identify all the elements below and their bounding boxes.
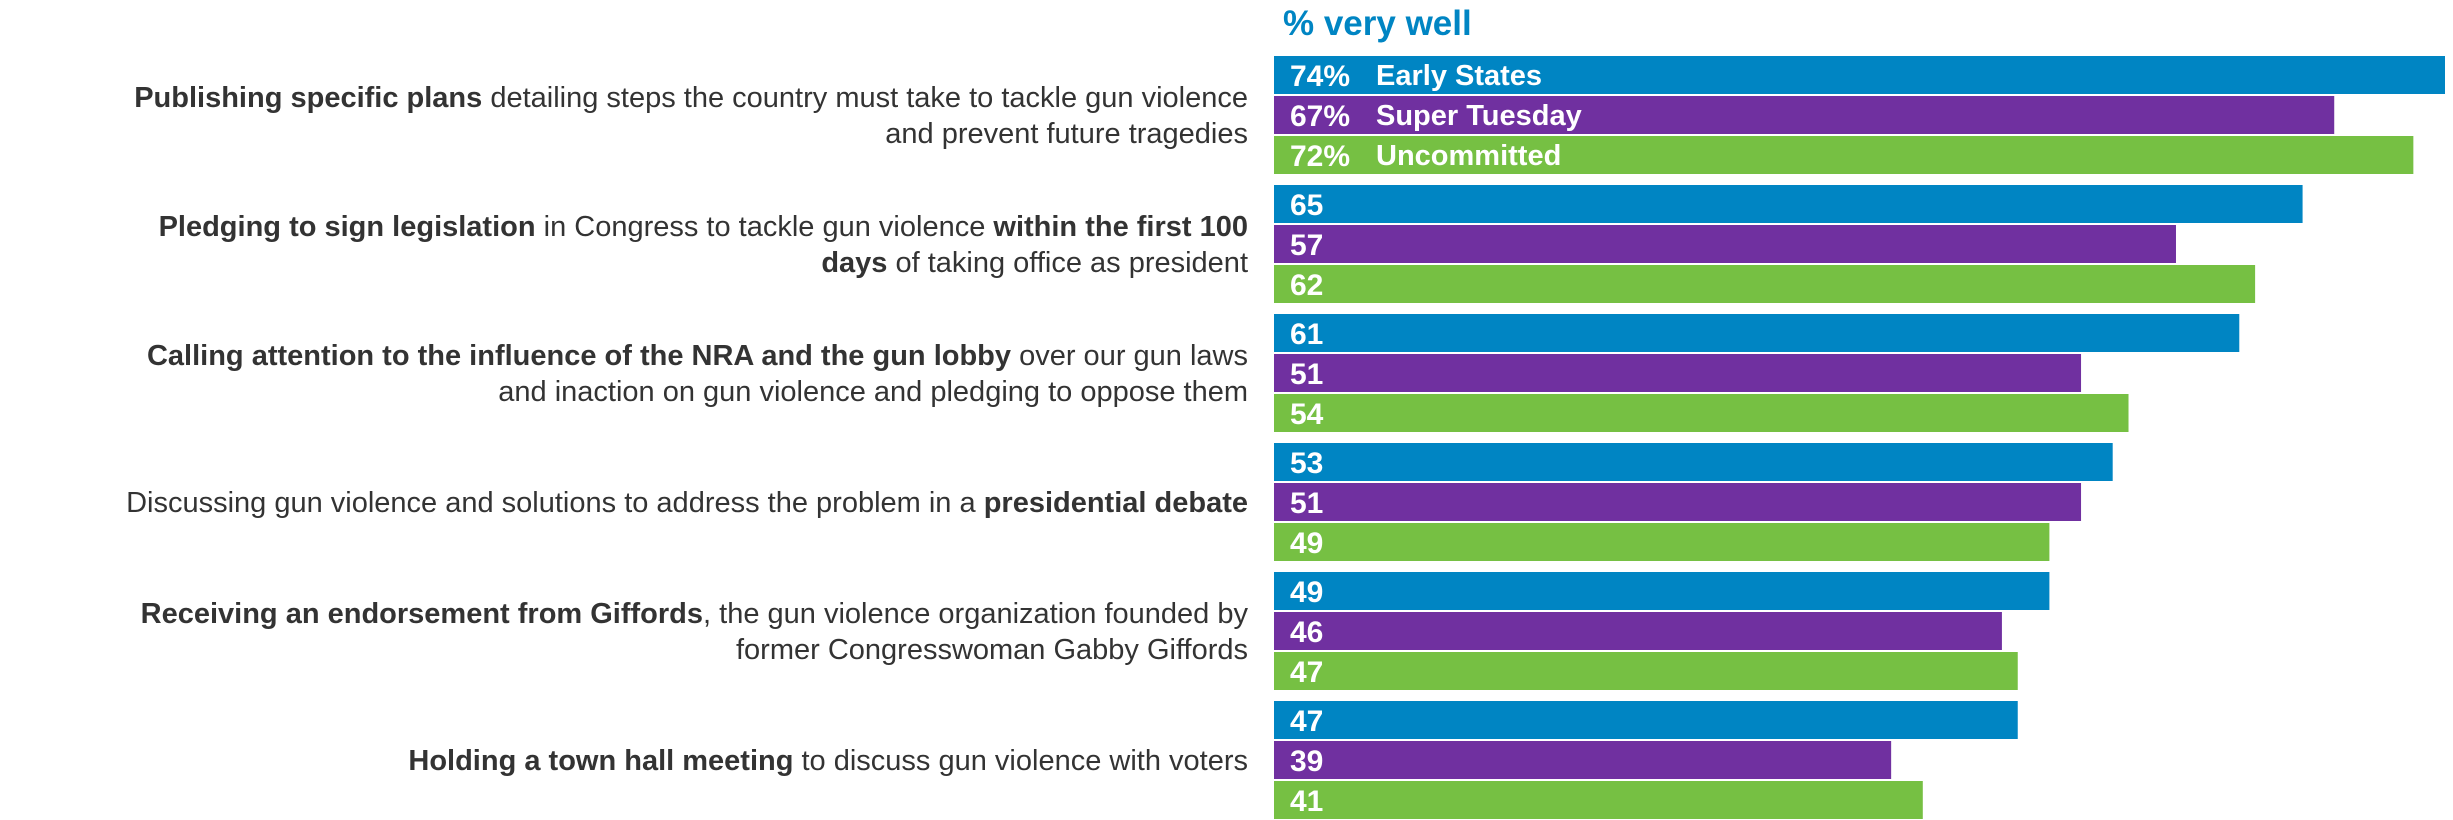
- data-label: 47: [1290, 656, 1323, 689]
- bar-super-tuesday-0: [1274, 96, 2335, 134]
- bar-uncommitted-0: [1274, 136, 2414, 174]
- data-label: 49: [1290, 576, 1323, 609]
- legend-entry: Super Tuesday: [1376, 100, 1582, 132]
- bar-uncommitted-3: [1274, 523, 2050, 561]
- data-label: 61: [1290, 318, 1323, 351]
- bar-super-tuesday-1: [1274, 225, 2176, 263]
- category-label-segment: and inaction on gun violence and pledgin…: [498, 376, 1248, 408]
- category-label-segment: former Congresswoman Gabby Giffords: [736, 634, 1248, 666]
- category-label-segment: Calling attention to the influence of th…: [147, 340, 1011, 372]
- data-label: 72%: [1290, 140, 1350, 173]
- category-label: Publishing specific plans detailing step…: [134, 82, 1248, 114]
- category-label-segment: Publishing specific plans: [134, 82, 482, 114]
- bar-early-states-3: [1274, 443, 2113, 481]
- category-label: and prevent future tragedies: [885, 118, 1248, 150]
- data-label: 39: [1290, 745, 1323, 778]
- bar-uncommitted-1: [1274, 265, 2256, 303]
- category-label: Pledging to sign legislation in Congress…: [159, 211, 1248, 243]
- data-label: 53: [1290, 447, 1323, 480]
- legend-entry: Uncommitted: [1376, 140, 1561, 172]
- data-label: 51: [1290, 487, 1323, 520]
- data-label: 74%: [1290, 60, 1350, 93]
- chart-title: % very well: [1283, 4, 1472, 43]
- data-label: 54: [1290, 398, 1324, 431]
- category-label: Discussing gun violence and solutions to…: [126, 487, 1248, 519]
- bar-early-states-5: [1274, 701, 2018, 739]
- bar-early-states-0: [1274, 56, 2445, 94]
- legend-entry: Early States: [1376, 60, 1542, 92]
- category-label-segment: Pledging to sign legislation: [159, 211, 536, 243]
- category-label-segment: of taking office as president: [887, 247, 1248, 279]
- category-label-segment: and prevent future tragedies: [885, 118, 1248, 150]
- category-label-segment: Receiving an endorsement from Giffords: [141, 598, 703, 630]
- data-label: 46: [1290, 616, 1323, 649]
- data-label: 49: [1290, 527, 1323, 560]
- category-label-segment: Discussing gun violence and solutions to…: [126, 487, 984, 519]
- bar-early-states-2: [1274, 314, 2240, 352]
- category-label-segment: days: [821, 247, 887, 279]
- bar-uncommitted-2: [1274, 394, 2129, 432]
- category-label: days of taking office as president: [821, 247, 1248, 279]
- bar-super-tuesday-2: [1274, 354, 2082, 392]
- category-label-segment: over our gun laws: [1011, 340, 1248, 372]
- data-label: 65: [1290, 189, 1323, 222]
- data-label: 47: [1290, 705, 1323, 738]
- category-label: Calling attention to the influence of th…: [147, 340, 1248, 372]
- category-label-segment: , the gun violence organization founded …: [703, 598, 1248, 630]
- bar-early-states-1: [1274, 185, 2303, 223]
- category-label-segment: in Congress to tackle gun violence: [536, 211, 994, 243]
- category-label: former Congresswoman Gabby Giffords: [736, 634, 1248, 666]
- category-label-segment: to discuss gun violence with voters: [793, 745, 1248, 777]
- category-label: Holding a town hall meeting to discuss g…: [408, 745, 1248, 777]
- category-label: Receiving an endorsement from Giffords, …: [141, 598, 1249, 630]
- bar-uncommitted-4: [1274, 652, 2018, 690]
- category-label-segment: within the first 100: [992, 211, 1248, 243]
- bar-super-tuesday-4: [1274, 612, 2002, 650]
- data-label: 62: [1290, 269, 1323, 302]
- category-label-segment: Holding a town hall meeting: [408, 745, 793, 777]
- bar-groups: 74% Early States 67% Super Tuesday 72% Uncomm…: [1274, 56, 2445, 819]
- bar-uncommitted-5: [1274, 781, 1923, 819]
- data-label: 51: [1290, 358, 1323, 391]
- bar-super-tuesday-3: [1274, 483, 2082, 521]
- data-label: 57: [1290, 229, 1323, 262]
- category-labels: Publishing specific plans detailing step…: [126, 82, 1248, 777]
- data-label: 67%: [1290, 100, 1350, 133]
- data-label: 41: [1290, 785, 1323, 818]
- category-label: and inaction on gun violence and pledgin…: [498, 376, 1248, 408]
- category-label-segment: presidential debate: [984, 487, 1248, 519]
- bar-early-states-4: [1274, 572, 2050, 610]
- category-label-segment: detailing steps the country must take to…: [482, 82, 1248, 114]
- bar-super-tuesday-5: [1274, 741, 1892, 779]
